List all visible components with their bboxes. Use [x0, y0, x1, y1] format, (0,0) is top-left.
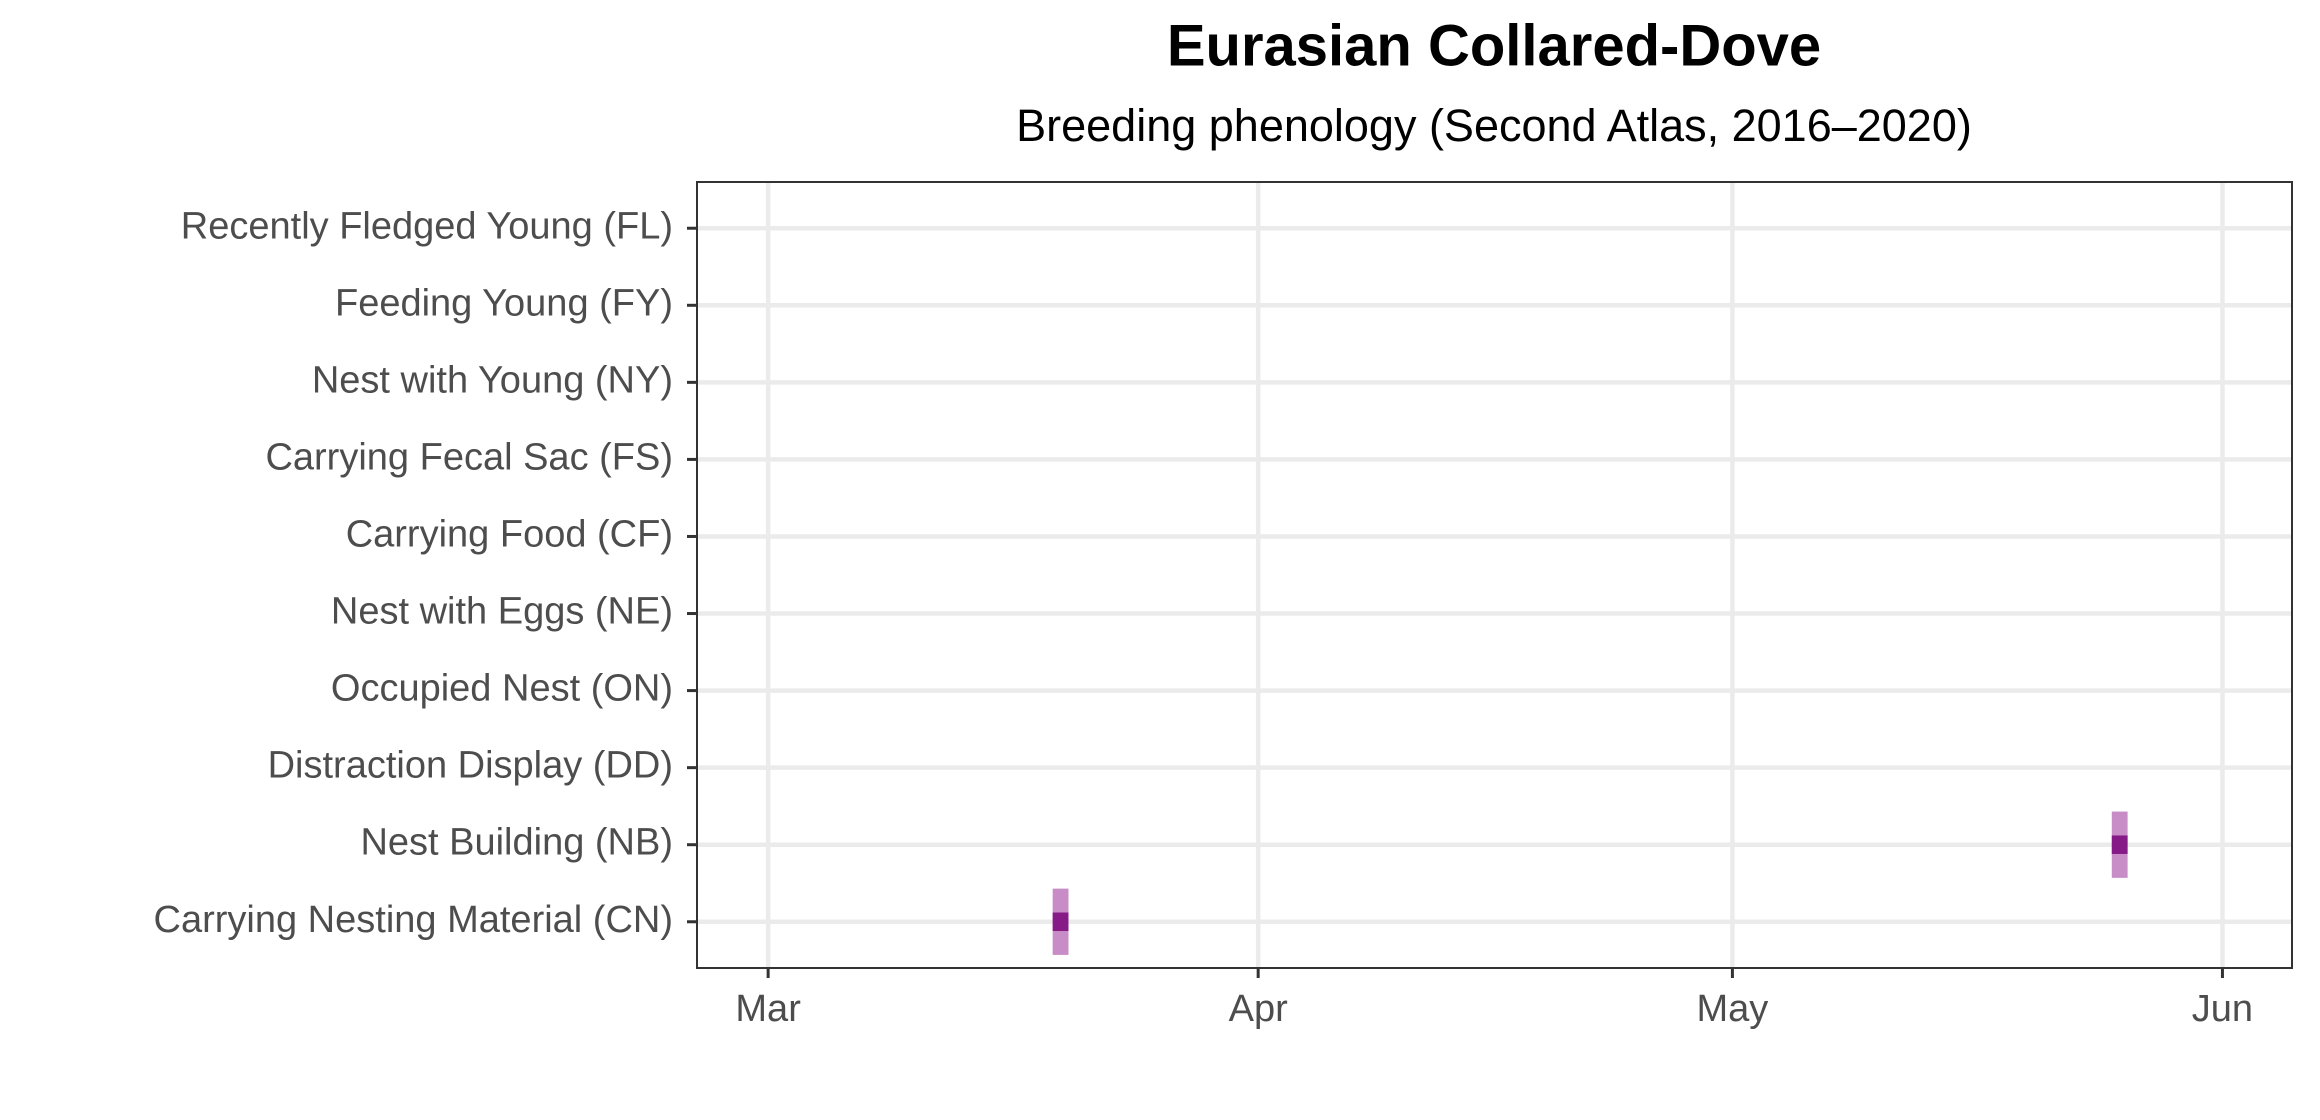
y-tick-label: Recently Fledged Young (FL) [181, 205, 673, 247]
y-tick-label: Carrying Fecal Sac (FS) [265, 436, 673, 478]
plot-border [696, 181, 2293, 969]
chart-title: Eurasian Collared-Dove [1167, 13, 1821, 78]
chart-subtitle: Breeding phenology (Second Atlas, 2016–2… [1016, 100, 1972, 151]
y-tick-label: Nest Building (NB) [360, 822, 673, 864]
x-tick-label: May [1697, 988, 1769, 1030]
y-tick-label: Carrying Nesting Material (CN) [154, 899, 673, 941]
x-tick-label: Apr [1229, 988, 1288, 1030]
x-tick-label: Jun [2192, 988, 2253, 1030]
y-tick-label: Distraction Display (DD) [268, 745, 673, 787]
y-tick-label: Nest with Eggs (NE) [331, 591, 673, 633]
tile [1052, 912, 1069, 932]
y-tick-label: Carrying Food (CF) [346, 514, 673, 556]
y-tick-label: Nest with Young (NY) [312, 359, 673, 401]
y-tick-label: Feeding Young (FY) [335, 282, 673, 324]
tile [2111, 835, 2128, 854]
y-tick-label: Occupied Nest (ON) [331, 668, 673, 710]
x-tick-label: Mar [735, 988, 801, 1030]
